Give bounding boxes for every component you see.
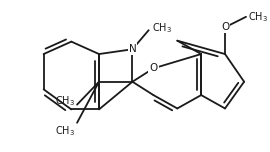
Text: CH$_3$: CH$_3$ [248,10,268,24]
Text: O: O [221,22,229,32]
Text: N: N [129,44,136,54]
Text: CH$_3$: CH$_3$ [55,125,75,138]
Text: O: O [149,63,158,73]
Text: CH$_3$: CH$_3$ [55,94,75,108]
Text: CH$_3$: CH$_3$ [153,21,173,35]
